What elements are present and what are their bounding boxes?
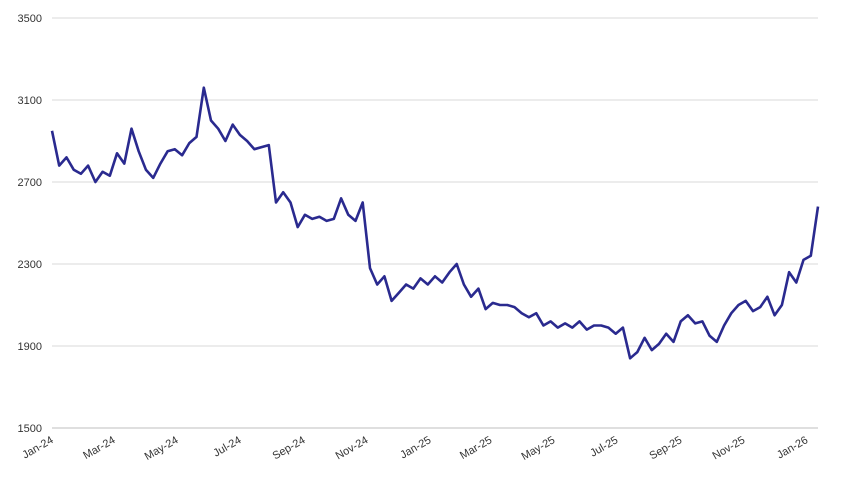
x-tick-label: Mar-25 [458,434,494,462]
x-axis-ticks: Jan-24 Mar-24 May-24 Jul-24 Sep-24 Nov-24 Jan-… [20,434,810,463]
y-tick-label: 2700 [18,177,42,189]
y-tick-label: 3500 [18,13,42,25]
x-tick-label: Nov-24 [334,434,371,462]
y-tick-label: 2300 [18,259,42,271]
x-tick-label: May-24 [143,434,181,463]
series-line [50,86,820,360]
gridlines [52,17,818,429]
y-tick-label: 3100 [18,95,42,107]
x-tick-label: Jul-25 [588,434,620,459]
x-tick-label: Jul-24 [211,434,243,459]
x-tick-label: Nov-25 [710,434,747,462]
x-tick-label: May-25 [519,434,557,463]
x-tick-label: Mar-24 [81,434,117,462]
y-axis-ticks: 3500 3100 2700 2300 1900 1500 [18,13,42,435]
x-tick-label: Sep-25 [647,434,684,462]
y-tick-label: 1500 [18,423,42,435]
x-tick-label: Jan-25 [398,434,433,461]
x-tick-label: Sep-24 [271,434,308,462]
x-tick-label: Jan-24 [20,434,55,461]
x-tick-label: Jan-26 [775,434,810,461]
y-tick-label: 1900 [18,341,42,353]
